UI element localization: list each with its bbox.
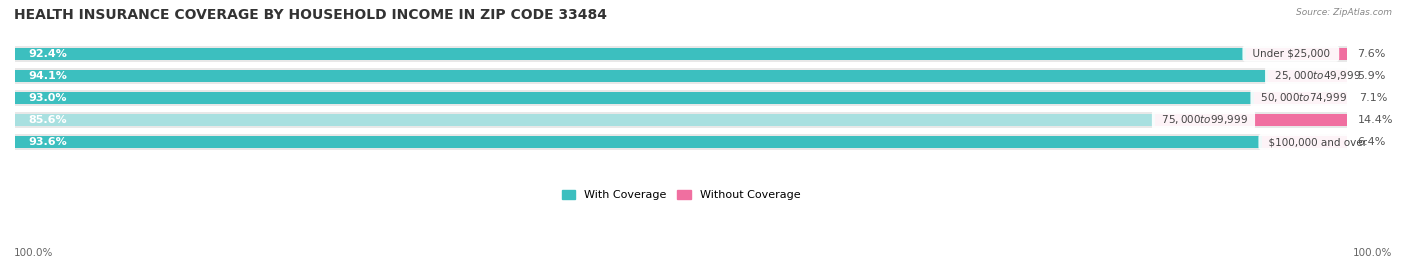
Text: 92.4%: 92.4%	[28, 49, 67, 59]
Text: HEALTH INSURANCE COVERAGE BY HOUSEHOLD INCOME IN ZIP CODE 33484: HEALTH INSURANCE COVERAGE BY HOUSEHOLD I…	[14, 8, 607, 22]
Text: $100,000 and over: $100,000 and over	[1261, 137, 1374, 147]
Text: 14.4%: 14.4%	[1357, 115, 1393, 125]
Text: Source: ZipAtlas.com: Source: ZipAtlas.com	[1296, 8, 1392, 17]
Text: 6.4%: 6.4%	[1357, 137, 1386, 147]
Bar	[15, 68, 1347, 84]
Bar	[1261, 136, 1347, 148]
Bar	[15, 46, 1347, 62]
Text: 7.6%: 7.6%	[1357, 49, 1386, 59]
Text: 100.0%: 100.0%	[14, 248, 53, 258]
Text: Under $25,000: Under $25,000	[1246, 49, 1336, 59]
Text: $50,000 to $74,999: $50,000 to $74,999	[1254, 91, 1351, 104]
Bar	[15, 92, 1254, 104]
Text: 5.9%: 5.9%	[1357, 71, 1386, 81]
Text: 93.6%: 93.6%	[28, 137, 67, 147]
Bar	[15, 48, 1246, 60]
Bar	[1254, 92, 1348, 104]
Legend: With Coverage, Without Coverage: With Coverage, Without Coverage	[561, 190, 800, 200]
Text: 7.1%: 7.1%	[1358, 93, 1388, 103]
Bar	[1268, 70, 1347, 82]
Text: $75,000 to $99,999: $75,000 to $99,999	[1154, 114, 1251, 126]
Bar	[1154, 114, 1347, 126]
Bar	[15, 70, 1268, 82]
Text: 85.6%: 85.6%	[28, 115, 67, 125]
Bar	[15, 90, 1347, 106]
Bar	[15, 134, 1347, 150]
Bar	[15, 112, 1347, 128]
Text: 100.0%: 100.0%	[1353, 248, 1392, 258]
Bar	[15, 114, 1154, 126]
Text: $25,000 to $49,999: $25,000 to $49,999	[1268, 69, 1365, 82]
Text: 93.0%: 93.0%	[28, 93, 67, 103]
Text: 94.1%: 94.1%	[28, 71, 67, 81]
Bar	[15, 136, 1261, 148]
Bar	[1246, 48, 1347, 60]
